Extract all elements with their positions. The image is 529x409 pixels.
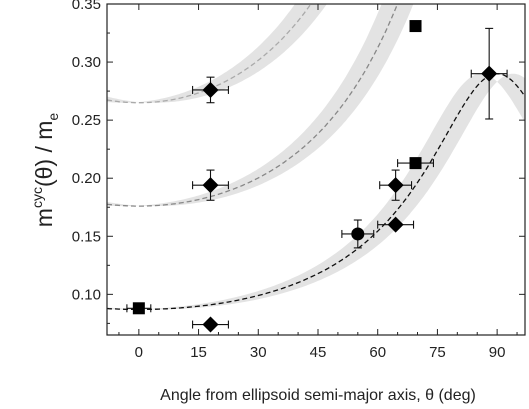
circle-marker [351,227,365,241]
y-tick-label: 0.15 [72,228,101,245]
model-curves [107,4,525,311]
data-points [126,20,508,333]
y-label-middle: (θ) / m [31,121,57,187]
circle-point [341,219,375,249]
y-axis-ticks: 0.10 0.15 0.20 0.25 0.30 0.35 [72,0,525,324]
x-tick-label: 45 [310,344,327,361]
y-axis-label: mcyc(θ) / me [29,113,61,228]
diamond-marker [202,316,219,333]
square-marker [409,157,422,170]
x-axis-ticks: 0 15 30 45 60 75 90 [118,4,518,361]
y-tick-label: 0.10 [72,286,101,303]
square-point [409,20,422,33]
x-tick-label: 0 [135,344,143,361]
diamond-point [192,169,229,201]
diamond-point [379,169,413,201]
model-curve-2 [107,73,525,311]
diamond-marker [481,65,498,82]
x-tick-label: 15 [190,344,207,361]
square-marker [132,302,145,315]
x-tick-label: 30 [250,344,267,361]
diamond-point [192,316,229,333]
plot-frame [106,3,526,336]
y-label-subscript: e [45,113,61,121]
diamond-point [377,216,415,233]
y-label-superscript: cyc [29,187,45,208]
x-tick-label: 90 [489,344,506,361]
model-band-1 [107,4,414,207]
square-point [397,157,434,170]
x-tick-label: 60 [369,344,386,361]
square-marker [409,20,422,33]
diamond-marker [202,177,219,194]
diamond-marker [202,81,219,98]
model-band-0 [107,4,327,103]
model-curve-1 [107,4,399,207]
y-tick-label: 0.25 [72,112,101,129]
x-tick-label: 75 [429,344,446,361]
model-band-2 [107,73,525,310]
diamond-marker [387,216,404,233]
model-bands [107,4,525,310]
diamond-point [192,76,229,104]
square-point [126,302,152,315]
y-tick-label: 0.35 [72,0,101,13]
y-label-prefix: m [31,208,57,227]
x-axis-label: Angle from ellipsoid semi-major axis, θ … [160,387,476,404]
y-tick-label: 0.30 [72,54,101,71]
y-tick-label: 0.20 [72,170,101,187]
diamond-point [470,27,508,120]
diamond-marker [387,177,404,194]
